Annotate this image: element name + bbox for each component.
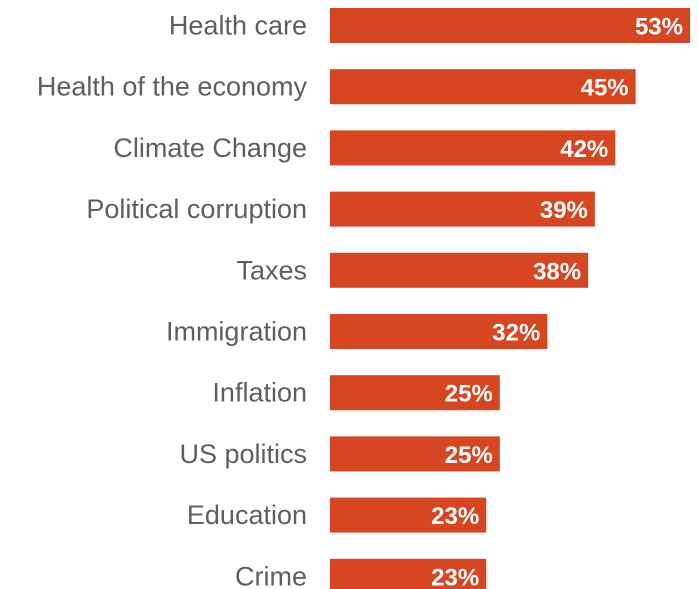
value-label-education: 23% — [431, 503, 479, 530]
value-label-health-of-the-economy: 45% — [581, 75, 629, 102]
value-label-health-care: 53% — [635, 14, 683, 41]
category-label-education: Education — [187, 500, 307, 530]
bars — [330, 8, 690, 589]
category-label-health-care: Health care — [169, 11, 307, 41]
bar-health-of-the-economy — [330, 69, 636, 105]
value-label-climate-change: 42% — [560, 136, 608, 163]
bar-crime — [330, 558, 487, 589]
bar-political-corruption — [330, 191, 595, 227]
bar-climate-change — [330, 130, 616, 166]
category-label-health-of-the-economy: Health of the economy — [37, 72, 308, 102]
value-label-inflation: 25% — [445, 381, 493, 408]
bar-immigration — [330, 314, 548, 349]
category-label-inflation: Inflation — [212, 378, 307, 408]
category-label-political-corruption: Political corruption — [86, 194, 307, 224]
bar-health-care — [330, 8, 690, 43]
bar-taxes — [330, 252, 589, 288]
bar-inflation — [330, 375, 500, 411]
value-label-us-politics: 25% — [445, 442, 493, 469]
category-label-climate-change: Climate Change — [113, 133, 307, 163]
category-label-taxes: Taxes — [236, 255, 307, 285]
category-labels: Health care Health of the economy Climate … — [37, 11, 308, 589]
bar-education — [330, 497, 487, 533]
category-label-us-politics: US politics — [179, 439, 307, 469]
bar-us-politics — [330, 436, 500, 472]
value-label-crime: 23% — [431, 564, 479, 589]
value-label-political-corruption: 39% — [540, 197, 588, 224]
category-label-immigration: Immigration — [166, 317, 307, 347]
value-labels: 53% 45% 42% 39% 38% 32% 25% 25% 23% 23% — [431, 14, 683, 589]
category-label-crime: Crime — [235, 561, 307, 589]
value-label-taxes: 38% — [533, 258, 581, 285]
value-label-immigration: 32% — [492, 320, 540, 347]
